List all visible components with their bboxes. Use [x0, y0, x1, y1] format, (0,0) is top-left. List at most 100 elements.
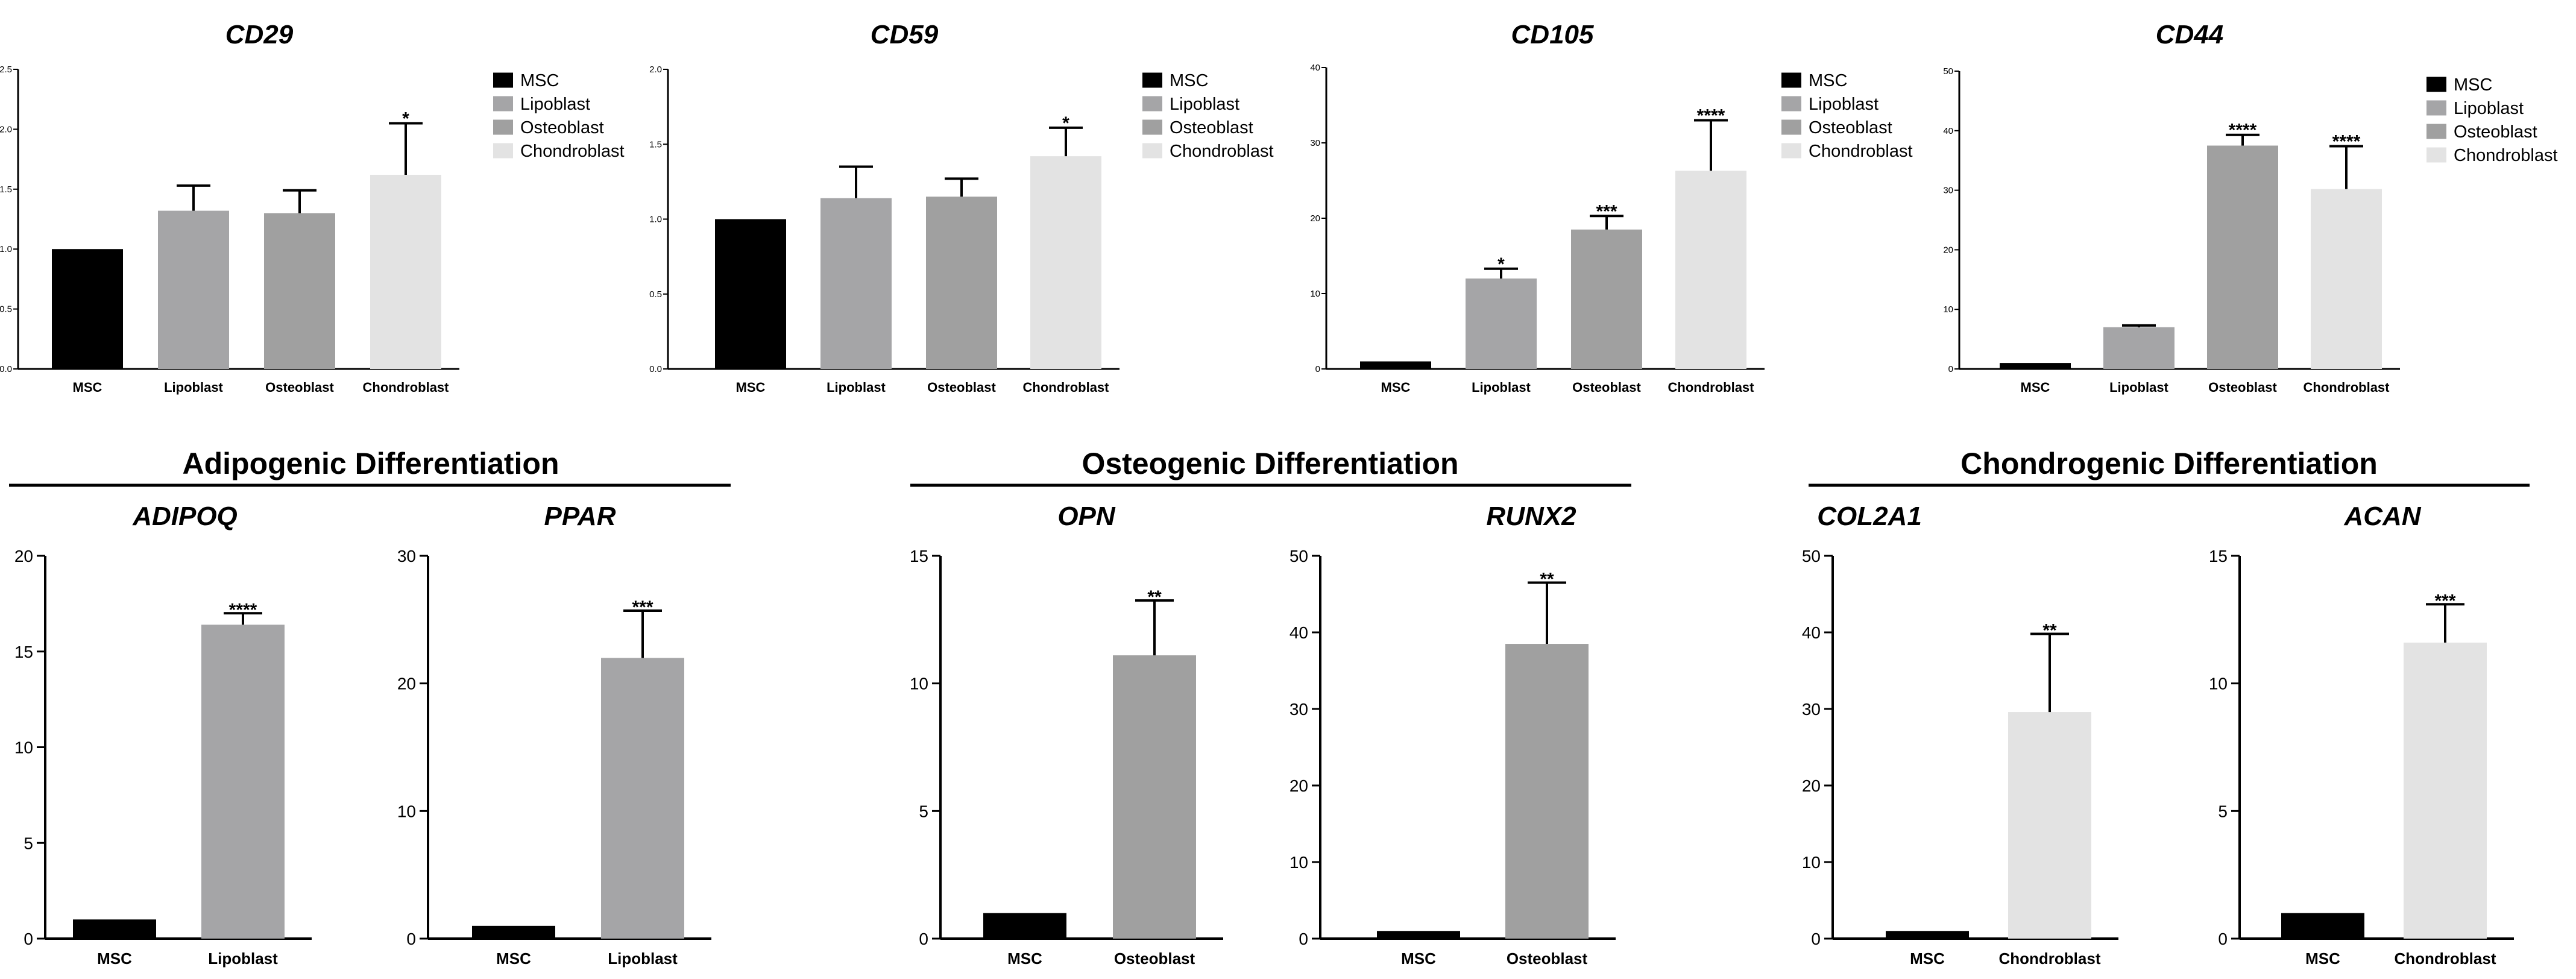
legend-swatch-cd59-osteoblast	[1142, 119, 1162, 135]
y-tick-label-cd105-0: 0	[1315, 364, 1320, 374]
y-tick-label-cd105-4: 40	[1310, 63, 1320, 73]
legend-label-cd59-msc: MSC	[1170, 71, 1208, 90]
y-tick-label-cd59-3: 1.5	[649, 139, 662, 150]
legend-swatch-cd44-chondroblast	[2426, 147, 2446, 163]
y-tick-label-cd44-1: 10	[1943, 304, 1953, 315]
bar-ppar-lipoblast	[601, 658, 684, 939]
y-tick-label-cd105-3: 30	[1310, 138, 1320, 148]
category-label-cd59-msc: MSC	[736, 380, 766, 395]
y-tick-label-cd59-1: 0.5	[649, 289, 662, 300]
significance-col2a1-chondroblast: **	[2042, 621, 2057, 641]
significance-cd29-chondroblast: *	[402, 109, 409, 128]
bar-cd105-chondroblast	[1675, 171, 1746, 369]
chart-title-cd29: CD29	[225, 20, 294, 49]
y-tick-label-cd59-4: 2.0	[649, 65, 662, 75]
legend-label-cd59-lipoblast: Lipoblast	[1170, 95, 1239, 114]
bar-ppar-msc	[472, 925, 555, 939]
section-title-adipogenic: Adipogenic Differentiation	[183, 447, 559, 480]
bar-cd105-osteoblast	[1571, 229, 1642, 369]
legend-label-cd105-osteoblast: Osteoblast	[1809, 118, 1892, 137]
legend-swatch-cd29-lipoblast	[493, 96, 513, 112]
category-label-cd44-msc: MSC	[2021, 380, 2050, 395]
y-tick-label-col2a1-4: 40	[1802, 623, 1821, 642]
legend-swatch-cd29-chondroblast	[493, 143, 513, 159]
bar-acan-chondroblast	[2404, 642, 2487, 939]
y-tick-label-col2a1-5: 50	[1802, 547, 1821, 565]
y-tick-label-opn-2: 10	[910, 675, 928, 693]
category-label-col2a1-chondroblast: Chondroblast	[1999, 949, 2101, 968]
bar-col2a1-chondroblast	[2008, 712, 2091, 939]
y-tick-label-adipoq-0: 0	[24, 930, 33, 948]
significance-acan-chondroblast: ***	[2434, 591, 2455, 611]
y-tick-label-cd105-1: 10	[1310, 289, 1320, 299]
legend-swatch-cd59-chondroblast	[1142, 143, 1162, 159]
legend-label-cd44-chondroblast: Chondroblast	[2454, 146, 2558, 165]
significance-ppar-lipoblast: ***	[632, 597, 653, 617]
y-tick-label-cd59-0: 0.0	[649, 364, 662, 374]
significance-adipoq-lipoblast: ****	[229, 600, 257, 620]
bar-cd44-lipoblast	[2103, 327, 2174, 369]
legend-label-cd44-msc: MSC	[2454, 75, 2492, 95]
legend-swatch-cd29-msc	[493, 72, 513, 88]
y-tick-label-cd44-3: 30	[1943, 186, 1953, 196]
category-label-cd29-lipoblast: Lipoblast	[164, 380, 223, 395]
bar-opn-osteoblast	[1113, 655, 1196, 939]
y-tick-label-cd44-5: 50	[1943, 66, 1953, 77]
significance-cd59-chondroblast: *	[1062, 113, 1069, 133]
legend-swatch-cd105-chondroblast	[1781, 143, 1801, 159]
y-tick-label-cd44-2: 20	[1943, 245, 1953, 255]
legend-swatch-cd105-osteoblast	[1781, 119, 1801, 135]
category-label-cd59-lipoblast: Lipoblast	[827, 380, 886, 395]
chart-title-cd44: CD44	[2156, 20, 2224, 49]
category-label-cd29-msc: MSC	[73, 380, 102, 395]
significance-cd105-chondroblast: ****	[1697, 106, 1725, 126]
chart-title-ppar: PPAR	[544, 502, 616, 531]
y-tick-label-cd29-3: 1.5	[0, 184, 12, 195]
bar-opn-msc	[983, 913, 1066, 939]
charts-group: CD29 0.0 0.5 1.0 1.5 2.0 2.5 MSC Lipoblast Osteob…	[0, 20, 2558, 968]
y-tick-label-cd59-2: 1.0	[649, 215, 662, 225]
chart-title-runx2: RUNX2	[1486, 502, 1576, 531]
y-tick-label-adipoq-4: 20	[14, 547, 33, 565]
y-tick-label-ppar-0: 0	[406, 930, 416, 948]
legend-label-cd29-chondroblast: Chondroblast	[520, 142, 625, 161]
legend-swatch-cd44-msc	[2426, 77, 2446, 92]
chart-title-acan: ACAN	[2343, 502, 2421, 531]
legend-swatch-cd29-osteoblast	[493, 119, 513, 135]
y-tick-label-cd29-4: 2.0	[0, 124, 12, 134]
significance-cd44-chondroblast: ****	[2332, 131, 2361, 151]
y-tick-label-acan-2: 10	[2209, 675, 2228, 693]
bar-runx2-osteoblast	[1505, 644, 1589, 939]
category-label-ppar-msc: MSC	[496, 949, 531, 968]
y-tick-label-cd29-2: 1.0	[0, 244, 12, 254]
category-label-cd105-lipoblast: Lipoblast	[1472, 380, 1531, 395]
y-tick-label-runx2-2: 20	[1290, 776, 1308, 795]
legend-label-cd29-lipoblast: Lipoblast	[520, 95, 590, 114]
legend-label-cd105-msc: MSC	[1809, 71, 1847, 90]
bar-runx2-msc	[1377, 931, 1460, 939]
y-tick-label-runx2-3: 30	[1290, 700, 1308, 719]
legend-swatch-cd59-lipoblast	[1142, 96, 1162, 112]
chart-title-col2a1: COL2A1	[1817, 502, 1922, 531]
legend-swatch-cd105-lipoblast	[1781, 96, 1801, 112]
chart-title-cd105: CD105	[1511, 20, 1594, 49]
y-tick-label-acan-1: 5	[2218, 802, 2228, 820]
category-label-opn-osteoblast: Osteoblast	[1114, 949, 1195, 968]
category-label-runx2-msc: MSC	[1401, 949, 1436, 968]
chart-title-adipoq: ADIPOQ	[132, 502, 238, 531]
y-tick-label-opn-3: 15	[910, 547, 928, 565]
category-label-adipoq-msc: MSC	[97, 949, 132, 968]
bar-adipoq-lipoblast	[201, 625, 285, 939]
bar-adipoq-msc	[73, 919, 156, 939]
legend-label-cd59-osteoblast: Osteoblast	[1170, 118, 1253, 137]
y-tick-label-cd29-0: 0.0	[0, 364, 12, 374]
y-tick-label-opn-0: 0	[919, 930, 928, 948]
significance-runx2-osteoblast: **	[1540, 569, 1554, 589]
chart-title-cd59: CD59	[871, 20, 939, 49]
legend-label-cd29-msc: MSC	[520, 71, 559, 90]
bar-cd44-msc	[2000, 363, 2071, 369]
legend-label-cd29-osteoblast: Osteoblast	[520, 118, 604, 137]
category-label-cd44-osteoblast: Osteoblast	[2208, 380, 2277, 395]
chart-title-opn: OPN	[1057, 502, 1116, 531]
